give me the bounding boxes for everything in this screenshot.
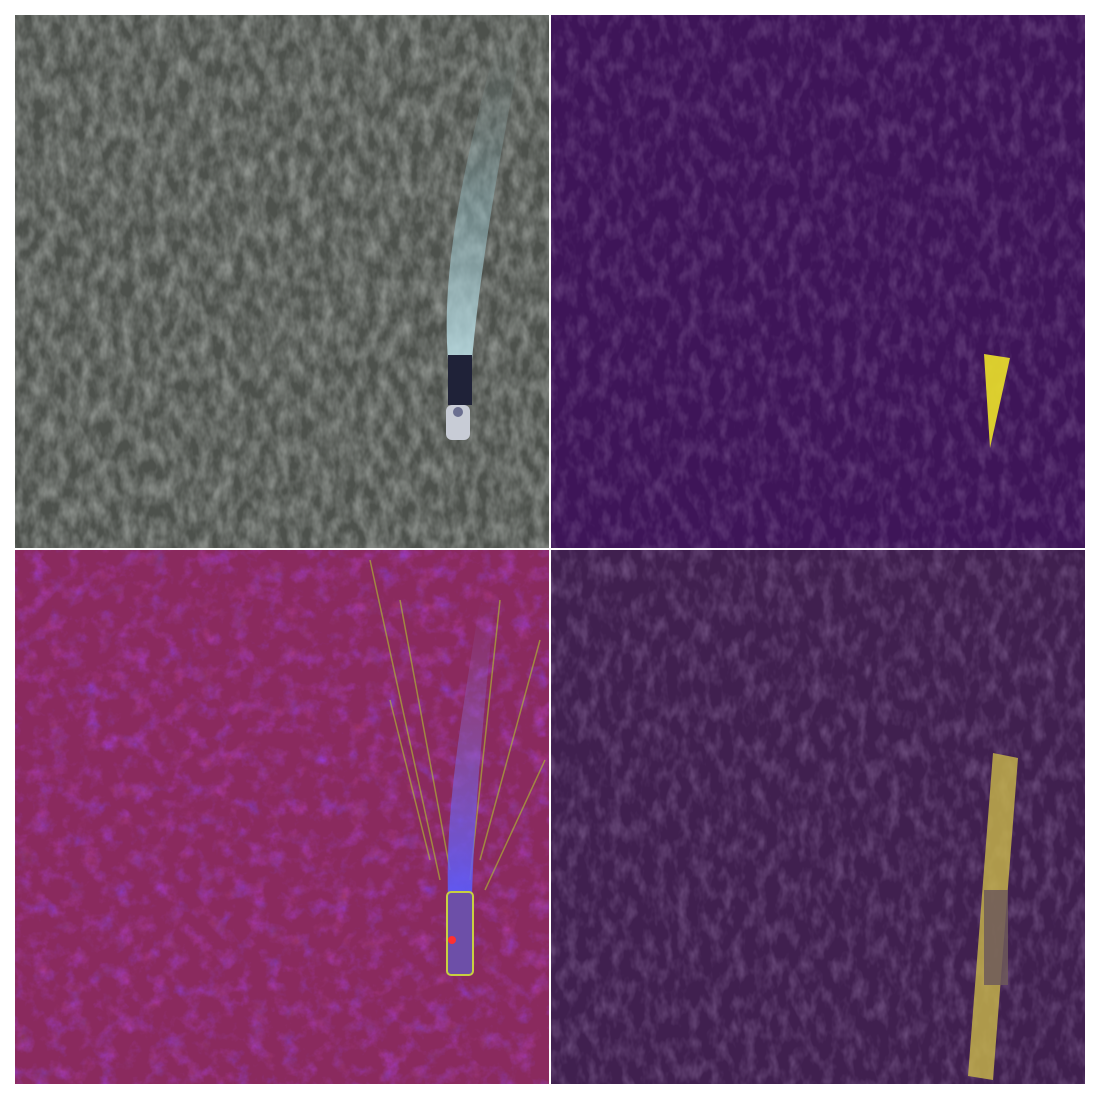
mask-region [984,354,1010,448]
panel-features [15,550,549,1084]
wake-streaks [369,559,546,891]
boat-hull [448,355,472,405]
background-texture [551,15,1085,548]
panel-box [551,550,1085,1084]
boat [984,890,1008,985]
boat-detail [448,936,456,944]
wake [447,600,495,895]
boat-detail [453,407,463,417]
panel-mask [551,15,1085,548]
boat [446,891,474,976]
boat-stern [446,405,470,440]
wake [446,30,525,360]
panel-original [15,15,549,548]
